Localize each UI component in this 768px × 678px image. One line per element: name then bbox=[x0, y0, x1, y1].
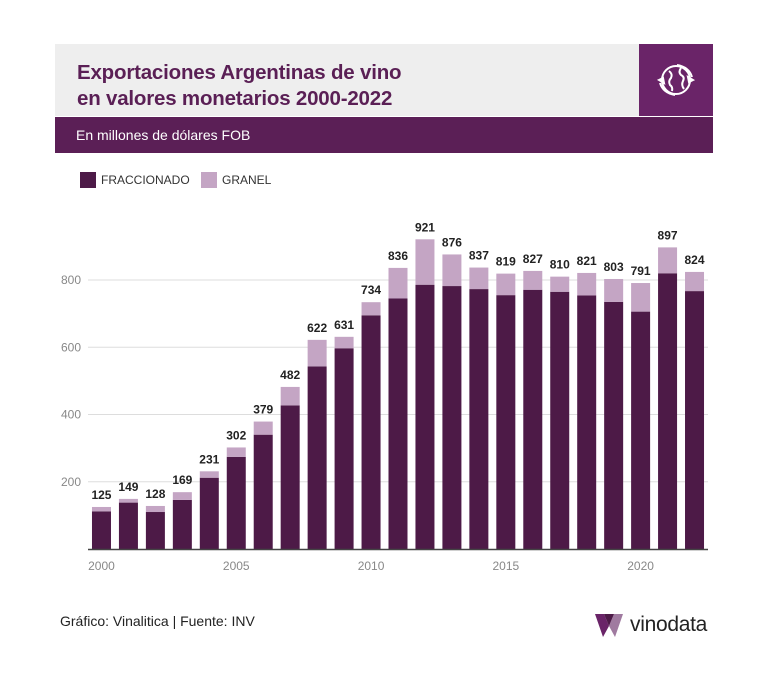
bar-fraccionado-2001 bbox=[118, 502, 138, 549]
wine-globe-icon bbox=[639, 44, 713, 116]
y-tick-label: 800 bbox=[61, 273, 81, 287]
data-label-total: 803 bbox=[604, 260, 624, 274]
bar-fraccionado-2021 bbox=[658, 273, 678, 549]
bar-granel-2013 bbox=[442, 254, 462, 287]
bar-fraccionado-2014 bbox=[469, 289, 489, 549]
bar-fraccionado-2002 bbox=[145, 512, 165, 549]
y-tick-label: 400 bbox=[61, 408, 81, 422]
y-tick-label: 600 bbox=[61, 340, 81, 354]
bar-granel-2022 bbox=[685, 271, 705, 292]
data-label-total: 837 bbox=[469, 249, 489, 263]
data-label-total: 622 bbox=[307, 321, 327, 335]
data-label-total: 128 bbox=[145, 487, 165, 501]
bar-fraccionado-2009 bbox=[334, 348, 354, 549]
bar-granel-2006 bbox=[253, 421, 273, 435]
bar-granel-2012 bbox=[415, 239, 435, 285]
data-label-total: 149 bbox=[118, 480, 138, 494]
legend-swatch-fraccionado bbox=[80, 172, 96, 188]
bar-fraccionado-2022 bbox=[685, 291, 705, 549]
bar-chart: 200 400 600 800 125 149 128 169 231 302 379 482 622 6… bbox=[61, 220, 708, 573]
bar-granel-2014 bbox=[469, 267, 489, 290]
data-label-total: 302 bbox=[226, 428, 246, 442]
bar-granel-2021 bbox=[658, 247, 678, 274]
bar-granel-2007 bbox=[280, 386, 300, 406]
bar-granel-2005 bbox=[226, 447, 246, 457]
chart-title-line-2: en valores monetarios 2000-2022 bbox=[77, 87, 393, 110]
bar-granel-2000 bbox=[91, 506, 111, 512]
bar-granel-2004 bbox=[199, 471, 219, 478]
x-tick-label: 2005 bbox=[223, 559, 250, 573]
bar-fraccionado-2004 bbox=[199, 477, 219, 549]
data-label-total: 876 bbox=[442, 235, 462, 249]
x-tick-label: 2000 bbox=[88, 559, 115, 573]
bar-fraccionado-2015 bbox=[496, 295, 516, 549]
bar-fraccionado-2000 bbox=[91, 511, 111, 549]
bar-fraccionado-2012 bbox=[415, 284, 435, 549]
bar-fraccionado-2020 bbox=[631, 311, 651, 549]
data-label-total: 824 bbox=[685, 253, 705, 267]
data-label-total: 125 bbox=[91, 488, 111, 502]
legend-item-fraccionado: FRACCIONADO bbox=[80, 172, 190, 188]
data-label-total: 819 bbox=[496, 255, 516, 269]
subtitle-bar: En millones de dólares FOB bbox=[55, 117, 713, 153]
bar-granel-2009 bbox=[334, 336, 354, 349]
chart-subtitle: En millones de dólares FOB bbox=[76, 127, 251, 143]
bar-granel-2019 bbox=[604, 278, 624, 302]
bar-fraccionado-2017 bbox=[550, 291, 570, 549]
y-tick-label: 200 bbox=[61, 475, 81, 489]
data-label-total: 897 bbox=[658, 228, 678, 242]
legend-label-granel: GRANEL bbox=[222, 173, 272, 187]
legend-item-granel: GRANEL bbox=[201, 172, 271, 188]
brand-name: vinodata bbox=[630, 613, 707, 636]
data-label-total: 791 bbox=[631, 264, 651, 278]
data-label-total: 836 bbox=[388, 249, 408, 263]
chart-source: Gráfico: Vinalitica | Fuente: INV bbox=[60, 613, 255, 629]
chart-header: Exportaciones Argentinas de vino en valo… bbox=[55, 44, 713, 116]
bar-fraccionado-2011 bbox=[388, 298, 408, 549]
x-tick-label: 2010 bbox=[358, 559, 385, 573]
data-label-total: 631 bbox=[334, 318, 354, 332]
bar-fraccionado-2003 bbox=[172, 499, 192, 549]
bar-fraccionado-2013 bbox=[442, 286, 462, 549]
bar-granel-2016 bbox=[523, 270, 543, 290]
x-tick-label: 2020 bbox=[627, 559, 654, 573]
bar-fraccionado-2010 bbox=[361, 315, 381, 549]
bar-fraccionado-2008 bbox=[307, 366, 327, 549]
bar-granel-2018 bbox=[577, 272, 597, 296]
bar-granel-2001 bbox=[118, 498, 138, 503]
data-label-total: 734 bbox=[361, 283, 381, 297]
bar-granel-2010 bbox=[361, 302, 381, 316]
bar-granel-2003 bbox=[172, 492, 192, 500]
bar-fraccionado-2019 bbox=[604, 301, 624, 549]
data-label-total: 821 bbox=[577, 254, 597, 268]
bar-fraccionado-2007 bbox=[280, 405, 300, 549]
bar-granel-2008 bbox=[307, 339, 327, 367]
legend-swatch-granel bbox=[201, 172, 217, 188]
legend-label-fraccionado: FRACCIONADO bbox=[101, 173, 190, 187]
data-label-total: 169 bbox=[172, 473, 192, 487]
data-label-total: 827 bbox=[523, 252, 543, 266]
bar-granel-2020 bbox=[631, 283, 651, 312]
data-label-total: 231 bbox=[199, 452, 219, 466]
data-label-total: 482 bbox=[280, 368, 300, 382]
bar-fraccionado-2006 bbox=[253, 434, 273, 549]
bar-granel-2011 bbox=[388, 267, 408, 299]
data-label-total: 921 bbox=[415, 220, 435, 234]
bar-granel-2015 bbox=[496, 273, 516, 296]
vinodata-v-icon bbox=[595, 614, 623, 637]
bar-fraccionado-2005 bbox=[226, 456, 246, 549]
bar-granel-2002 bbox=[145, 505, 165, 513]
x-tick-label: 2015 bbox=[492, 559, 519, 573]
bar-fraccionado-2016 bbox=[523, 289, 543, 549]
data-label-total: 810 bbox=[550, 258, 570, 272]
bar-fraccionado-2018 bbox=[577, 295, 597, 549]
data-label-total: 379 bbox=[253, 403, 273, 417]
chart-title-line-1: Exportaciones Argentinas de vino bbox=[77, 61, 402, 84]
vinodata-logo: vinodata bbox=[594, 612, 707, 638]
bar-granel-2017 bbox=[550, 276, 570, 292]
